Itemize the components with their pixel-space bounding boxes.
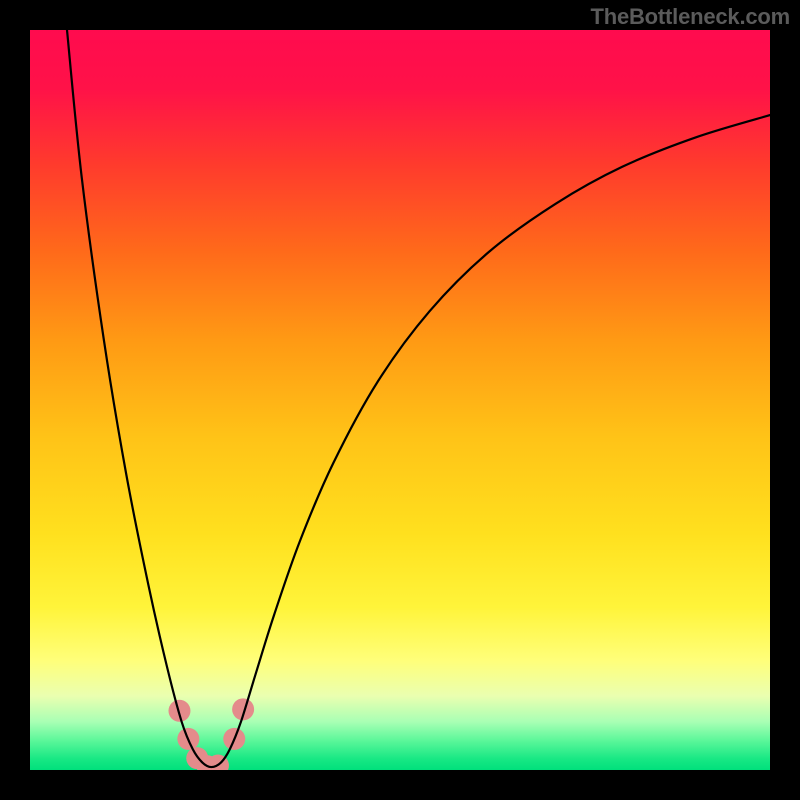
attribution-label: TheBottleneck.com xyxy=(590,4,790,30)
bottleneck-chart xyxy=(0,0,800,800)
chart-container: TheBottleneck.com xyxy=(0,0,800,800)
chart-background xyxy=(30,30,770,770)
